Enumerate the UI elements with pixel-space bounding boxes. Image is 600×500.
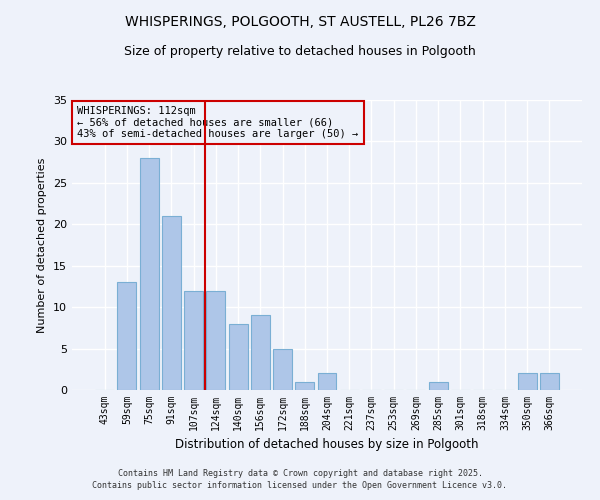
- Text: Size of property relative to detached houses in Polgooth: Size of property relative to detached ho…: [124, 45, 476, 58]
- Bar: [162, 216, 181, 390]
- X-axis label: Distribution of detached houses by size in Polgooth: Distribution of detached houses by size …: [175, 438, 479, 452]
- Bar: [251, 316, 270, 390]
- Bar: [540, 374, 559, 390]
- Bar: [429, 382, 448, 390]
- Bar: [273, 348, 292, 390]
- Text: Contains HM Land Registry data © Crown copyright and database right 2025.
Contai: Contains HM Land Registry data © Crown c…: [92, 468, 508, 490]
- Bar: [206, 290, 225, 390]
- Bar: [317, 374, 337, 390]
- Bar: [184, 290, 203, 390]
- Text: WHISPERINGS: 112sqm
← 56% of detached houses are smaller (66)
43% of semi-detach: WHISPERINGS: 112sqm ← 56% of detached ho…: [77, 106, 358, 139]
- Y-axis label: Number of detached properties: Number of detached properties: [37, 158, 47, 332]
- Bar: [229, 324, 248, 390]
- Bar: [140, 158, 158, 390]
- Bar: [518, 374, 536, 390]
- Bar: [118, 282, 136, 390]
- Text: WHISPERINGS, POLGOOTH, ST AUSTELL, PL26 7BZ: WHISPERINGS, POLGOOTH, ST AUSTELL, PL26 …: [125, 15, 475, 29]
- Bar: [295, 382, 314, 390]
